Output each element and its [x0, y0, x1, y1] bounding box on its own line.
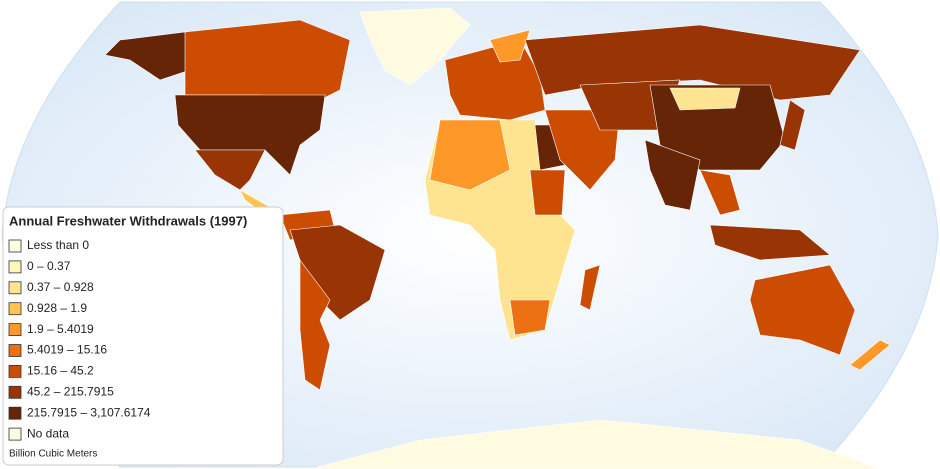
legend-label: No data: [27, 426, 69, 440]
legend-swatch: [8, 302, 22, 316]
legend-swatch: [8, 385, 22, 399]
legend-label: 0.37 – 0.928: [27, 280, 94, 294]
legend-swatch: [8, 344, 22, 357]
legend-swatch: [8, 260, 22, 274]
legend-box: [2, 206, 284, 466]
legend-label: 0 – 0.37: [27, 259, 71, 273]
legend-swatch: [8, 406, 22, 420]
legend-label: 45.2 – 215.7915: [27, 384, 114, 398]
legend-swatch: [8, 281, 22, 295]
legend-title: Annual Freshwater Withdrawals (1997): [9, 213, 247, 228]
unit-note: Billion Cubic Meters: [9, 449, 97, 460]
legend-label: 215.7915 – 3,107.6174: [27, 405, 151, 419]
legend-swatch: [8, 323, 22, 337]
legend-label: 0.928 – 1.9: [27, 301, 87, 315]
legend-label: 5.4019 – 15.16: [27, 343, 107, 357]
legend-label: 15.16 – 45.2: [27, 364, 94, 378]
legend-swatch: [8, 364, 22, 378]
legend-swatch: [8, 427, 22, 441]
legend: Annual Freshwater Withdrawals (1997) Bil…: [2, 206, 284, 466]
legend-label: Less than 0: [27, 238, 89, 252]
legend-swatch: [8, 239, 22, 253]
landmasses: [104, 7, 891, 469]
legend-label: 1.9 – 5.4019: [27, 322, 94, 336]
